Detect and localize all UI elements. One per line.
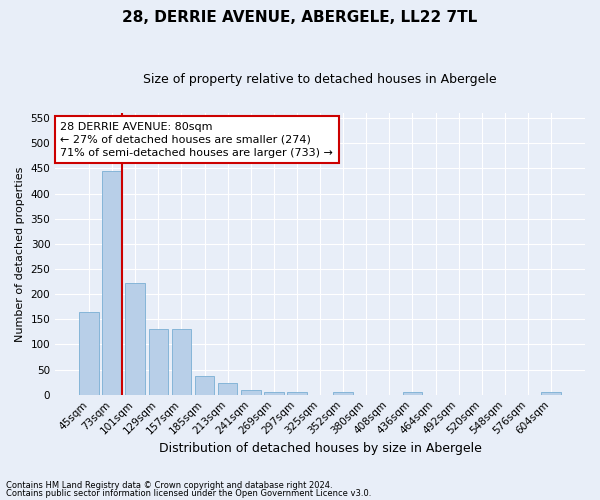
Bar: [241, 390, 260, 394]
Bar: [79, 312, 99, 394]
Bar: [287, 392, 307, 394]
Bar: [172, 330, 191, 394]
X-axis label: Distribution of detached houses by size in Abergele: Distribution of detached houses by size …: [158, 442, 482, 455]
Text: 28 DERRIE AVENUE: 80sqm
← 27% of detached houses are smaller (274)
71% of semi-d: 28 DERRIE AVENUE: 80sqm ← 27% of detache…: [61, 122, 334, 158]
Bar: [125, 283, 145, 395]
Text: 28, DERRIE AVENUE, ABERGELE, LL22 7TL: 28, DERRIE AVENUE, ABERGELE, LL22 7TL: [122, 10, 478, 25]
Title: Size of property relative to detached houses in Abergele: Size of property relative to detached ho…: [143, 72, 497, 86]
Bar: [541, 392, 561, 394]
Bar: [334, 392, 353, 394]
Text: Contains public sector information licensed under the Open Government Licence v3: Contains public sector information licen…: [6, 488, 371, 498]
Bar: [103, 171, 122, 394]
Y-axis label: Number of detached properties: Number of detached properties: [15, 166, 25, 342]
Bar: [218, 382, 238, 394]
Bar: [195, 376, 214, 394]
Bar: [403, 392, 422, 394]
Text: Contains HM Land Registry data © Crown copyright and database right 2024.: Contains HM Land Registry data © Crown c…: [6, 481, 332, 490]
Bar: [264, 392, 284, 394]
Bar: [149, 330, 168, 394]
